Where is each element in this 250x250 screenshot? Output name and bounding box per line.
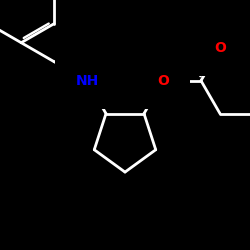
Text: O: O	[214, 41, 226, 55]
Text: O: O	[157, 74, 169, 88]
Text: NH: NH	[76, 74, 98, 88]
